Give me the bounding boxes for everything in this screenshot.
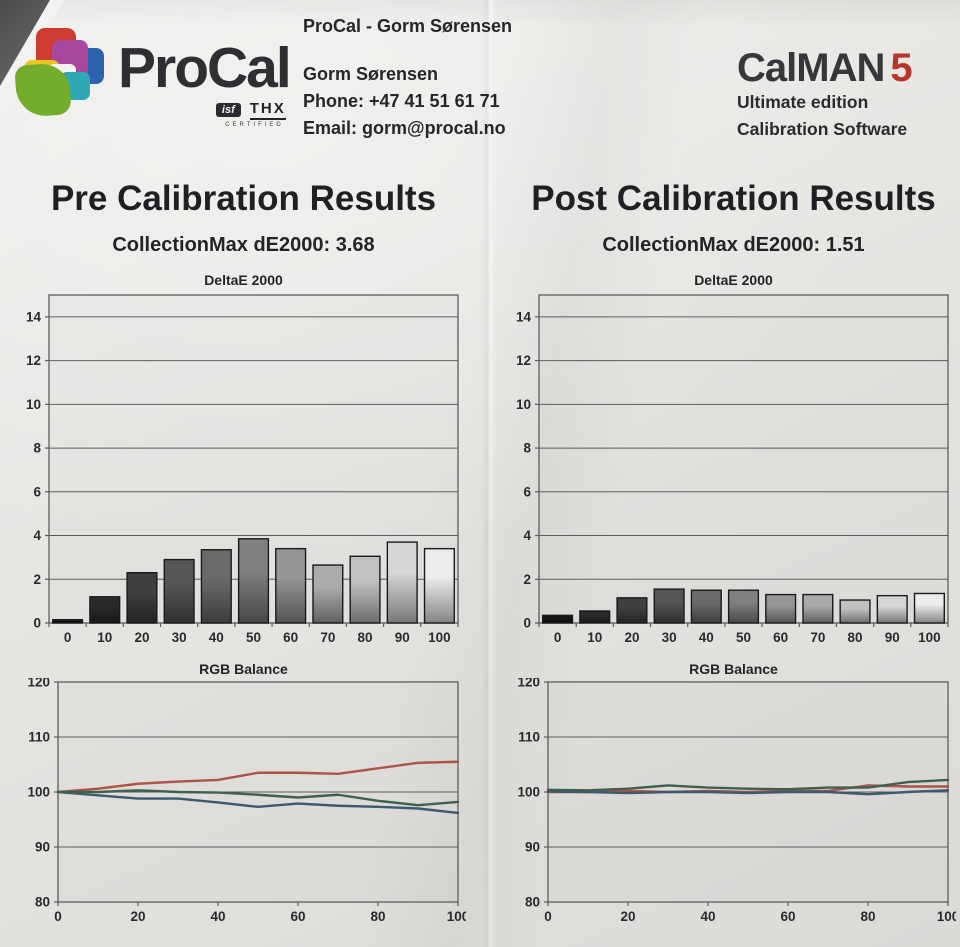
pre-rgb-chart-title: RGB Balance: [199, 660, 288, 677]
post-de2000-summary: CollectionMax dE2000: 1.51: [602, 233, 865, 256]
calman-edition: Ultimate edition: [737, 92, 869, 112]
svg-text:2: 2: [523, 571, 531, 586]
svg-text:80: 80: [525, 894, 540, 909]
svg-text:0: 0: [33, 615, 41, 630]
post-section-title: Post Calibration Results: [531, 179, 936, 218]
svg-text:80: 80: [358, 630, 373, 645]
svg-text:8: 8: [523, 440, 531, 455]
svg-text:8: 8: [33, 440, 41, 455]
post-deltae-chart-title: DeltaE 2000: [694, 271, 773, 288]
svg-text:40: 40: [699, 630, 714, 645]
svg-text:4: 4: [33, 528, 41, 543]
svg-text:100: 100: [447, 909, 466, 924]
svg-text:100: 100: [27, 784, 50, 799]
svg-text:12: 12: [516, 353, 531, 368]
pre-deltae-chart: 0 2 4 6 8 10 12 14 0 10 20 30 40 50 60 70 80 90 100: [26, 293, 459, 645]
post-calibration-section: Post Calibration Results CollectionMax d…: [506, 179, 960, 930]
svg-text:20: 20: [130, 909, 145, 924]
svg-text:80: 80: [35, 894, 50, 909]
svg-text:80: 80: [370, 909, 385, 924]
svg-text:0: 0: [554, 630, 562, 645]
svg-text:90: 90: [35, 839, 50, 854]
svg-text:0: 0: [544, 909, 552, 924]
procal-logo-icon: [14, 26, 108, 122]
svg-text:14: 14: [516, 309, 532, 324]
post-deltae-chart: 0 2 4 6 8 10 12 14 0 10 20 30 40 50 60 70 80 90 100: [516, 293, 949, 645]
pre-rgb-balance-chart: 80 90 100 110 120 0 20 40 60 80 100: [27, 678, 466, 924]
svg-text:60: 60: [773, 630, 788, 645]
svg-text:20: 20: [620, 909, 635, 924]
svg-text:100: 100: [517, 784, 540, 799]
svg-text:10: 10: [516, 396, 531, 411]
svg-text:90: 90: [525, 839, 540, 854]
thx-logo: THX: [249, 100, 286, 120]
svg-text:2: 2: [33, 571, 41, 586]
svg-text:0: 0: [64, 630, 72, 645]
pre-de2000-summary: CollectionMax dE2000: 3.68: [112, 233, 375, 256]
svg-text:90: 90: [885, 630, 900, 645]
svg-text:100: 100: [937, 909, 956, 924]
contact-email: Email: gorm@procal.no: [303, 118, 506, 138]
contact-block: ProCal - Gorm Sørensen Gorm Sørensen Pho…: [303, 16, 512, 142]
svg-text:60: 60: [290, 909, 305, 924]
svg-text:60: 60: [780, 909, 795, 924]
pre-section-title: Pre Calibration Results: [50, 179, 437, 218]
svg-text:10: 10: [26, 396, 41, 411]
calman-brand-text: CalMAN: [737, 46, 885, 90]
certified-label: CERTIFIED: [225, 121, 284, 128]
svg-text:40: 40: [209, 630, 224, 645]
svg-text:80: 80: [848, 630, 863, 645]
isf-logo: isf: [215, 103, 241, 118]
post-rgb-chart-title: RGB Balance: [689, 660, 778, 677]
svg-text:50: 50: [736, 630, 751, 645]
svg-text:50: 50: [246, 630, 261, 645]
calman-version: 5: [890, 46, 912, 90]
svg-text:100: 100: [428, 630, 451, 645]
procal-logo: ProCal isf THX CERTIFIED: [14, 26, 292, 128]
svg-text:6: 6: [33, 484, 41, 499]
contact-phone: Phone: +47 41 51 61 71: [303, 91, 500, 111]
svg-text:6: 6: [523, 484, 531, 499]
svg-text:90: 90: [395, 630, 410, 645]
contact-name: Gorm Sørensen: [303, 64, 439, 84]
svg-text:20: 20: [624, 630, 639, 645]
svg-text:10: 10: [587, 630, 602, 645]
svg-text:10: 10: [97, 630, 112, 645]
svg-text:40: 40: [210, 909, 225, 924]
svg-text:120: 120: [517, 678, 540, 690]
svg-text:80: 80: [860, 909, 875, 924]
svg-text:0: 0: [523, 615, 531, 630]
svg-text:110: 110: [518, 729, 540, 744]
pre-deltae-chart-title: DeltaE 2000: [204, 271, 283, 288]
svg-text:30: 30: [662, 630, 677, 645]
svg-text:100: 100: [918, 630, 941, 645]
pre-calibration-section: Pre Calibration Results CollectionMax dE…: [16, 179, 471, 930]
svg-text:0: 0: [54, 909, 62, 924]
certification-marks: isf THX: [118, 100, 286, 120]
svg-text:40: 40: [700, 909, 715, 924]
svg-text:4: 4: [523, 528, 531, 543]
calman-logo-block: CalMAN 5 Ultimate edition Calibration Sof…: [737, 46, 913, 141]
svg-text:14: 14: [26, 309, 42, 324]
post-rgb-balance-chart: 80 90 100 110 120 0 20 40 60 80 100: [517, 678, 956, 924]
svg-text:120: 120: [27, 678, 50, 690]
svg-text:60: 60: [283, 630, 298, 645]
svg-text:110: 110: [28, 729, 50, 744]
svg-text:20: 20: [134, 630, 149, 645]
procal-brand-text: ProCal: [118, 36, 292, 100]
svg-text:30: 30: [172, 630, 187, 645]
svg-text:70: 70: [810, 630, 825, 645]
calman-tagline: Calibration Software: [737, 118, 908, 139]
svg-text:70: 70: [320, 630, 335, 645]
svg-text:12: 12: [26, 353, 41, 368]
document-title: ProCal - Gorm Sørensen: [303, 16, 513, 36]
